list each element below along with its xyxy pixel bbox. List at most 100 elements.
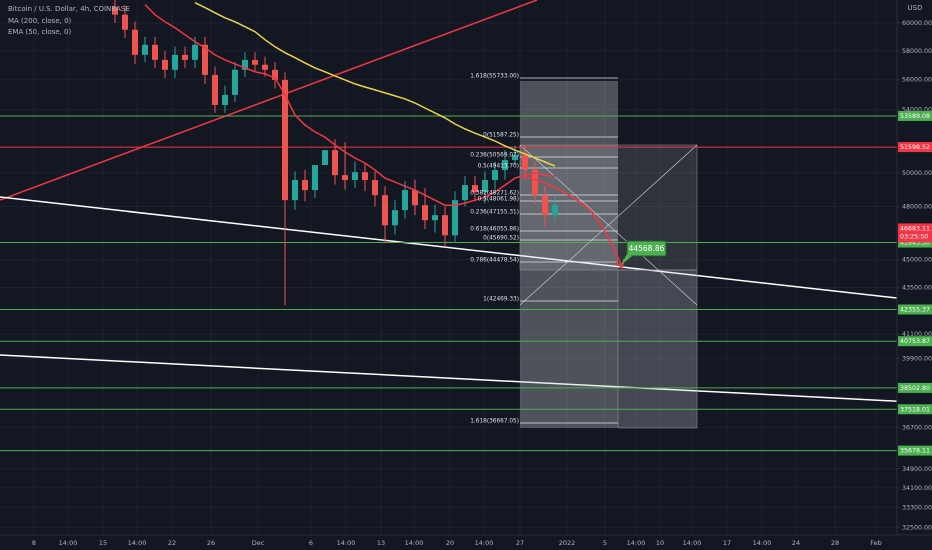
- candle-body: [482, 180, 488, 193]
- x-tick-label: 17: [723, 539, 731, 547]
- x-tick-label: Dec: [252, 539, 265, 547]
- candle-body: [332, 150, 338, 176]
- grid: [0, 0, 897, 535]
- x-tick-label: 15: [99, 539, 107, 547]
- candle-body: [382, 195, 388, 226]
- x-tick-label: 10: [656, 539, 664, 547]
- x-tick-label: 14:00: [128, 539, 147, 547]
- y-tick-label: 43500.00: [902, 285, 932, 292]
- candle-body: [422, 205, 428, 221]
- countdown-label: 03:25:50: [900, 233, 928, 240]
- candle-body: [302, 180, 308, 191]
- target-callout-pointer: [620, 254, 632, 266]
- fib-label: 0(45690.52): [483, 236, 519, 242]
- x-tick-label: 13: [377, 539, 385, 547]
- candle-body: [202, 44, 208, 75]
- level-tag: [898, 237, 932, 248]
- fib-label: 1.618(55733.00): [470, 74, 519, 80]
- target-callout: [626, 240, 667, 257]
- candle-body: [192, 44, 198, 60]
- trend-line: [0, 196, 897, 299]
- candle-body: [432, 215, 438, 221]
- last-price-label: 46683.11: [900, 225, 930, 232]
- projection-box: [617, 269, 698, 429]
- x-tick-label: 14:00: [683, 539, 702, 547]
- y-tick-label: 60000.00: [902, 20, 932, 27]
- forecast-arrow: [521, 175, 623, 269]
- candles: [112, 0, 558, 306]
- candle-body: [412, 190, 418, 206]
- fib-label: 0.236(47155.31): [470, 210, 519, 216]
- fib-label: 1.618(36667.05): [470, 419, 519, 425]
- level-label: 51598.52: [900, 144, 930, 151]
- candle-body: [212, 74, 218, 105]
- candle-body: [532, 170, 538, 196]
- chart-title: Bitcoin / U.S. Dollar, 4h, COINBASE: [8, 5, 130, 13]
- candle-body: [262, 64, 268, 70]
- fib-label: 0.382(48271.62): [470, 191, 519, 197]
- fib-label: 0.5(48061.98): [478, 197, 519, 203]
- y-tick-label: 56000.00: [902, 77, 932, 84]
- candle-body: [312, 165, 318, 191]
- level-tag: [898, 110, 932, 121]
- x-tick-label: 14:00: [405, 539, 424, 547]
- candle-body: [542, 195, 548, 216]
- candle-body: [442, 215, 448, 236]
- candle-body: [322, 150, 328, 166]
- y-unit: USD: [908, 4, 923, 12]
- candle-body: [552, 205, 558, 216]
- level-tag: [898, 304, 932, 315]
- candle-body: [142, 44, 148, 55]
- level-label: 53589.08: [900, 113, 930, 120]
- x-tick-label: 14:00: [627, 539, 646, 547]
- y-tick-label: 48000.00: [902, 204, 932, 211]
- y-tick-label: 45000.00: [902, 257, 932, 264]
- y-tick-label: 50000.00: [902, 170, 932, 177]
- candle-body: [282, 79, 288, 201]
- y-tick-label: 39900.00: [902, 356, 932, 363]
- candle-body: [172, 54, 178, 70]
- fib-label: 1(42469.33): [483, 297, 519, 303]
- candle-body: [472, 185, 478, 193]
- y-tick-label: 58000.00: [902, 48, 932, 55]
- candle-body: [132, 29, 138, 55]
- candle-body: [252, 59, 258, 65]
- y-tick-label: 34900.00: [902, 466, 932, 473]
- candle-body: [272, 69, 278, 80]
- y-tick-label: 36700.00: [902, 424, 932, 431]
- level-label: 37518.01: [900, 406, 930, 413]
- candle-body: [492, 170, 498, 181]
- last-price-tag: [898, 223, 932, 243]
- level-tag: [898, 382, 932, 393]
- level-label: 45945.50: [900, 240, 930, 247]
- level-label: 38502.80: [900, 385, 930, 392]
- y-tick-label: 34100.00: [902, 485, 932, 492]
- x-tick-label: 14:00: [475, 539, 494, 547]
- legend-entry: EMA (50, close, 0): [8, 28, 71, 36]
- trend-line: [0, 0, 538, 201]
- fib-label: 0.5(49413.70): [478, 164, 519, 170]
- x-tick-label: 14:00: [59, 539, 78, 547]
- x-tick-label: 22: [168, 539, 176, 547]
- trend-line: [0, 354, 897, 402]
- candle-body: [512, 155, 518, 161]
- y-tick-label: 32500.00: [902, 524, 932, 531]
- y-tick-label: 54000.00: [902, 107, 932, 114]
- candle-body: [122, 14, 128, 30]
- x-tick-label: 20: [446, 539, 454, 547]
- candle-body: [352, 172, 358, 181]
- ma-lines: [144, 2, 556, 206]
- candle-body: [222, 94, 228, 105]
- fib-label: 0.618(46055.86): [470, 227, 519, 233]
- target-label: 44568.86: [629, 244, 665, 253]
- candle-body: [232, 69, 238, 95]
- level-label: 35678.11: [900, 448, 930, 455]
- legend-entry: MA (200, close, 0): [8, 17, 72, 25]
- fib-label: 0.236(50569.07): [470, 153, 519, 159]
- x-tick-label: 8: [32, 539, 36, 547]
- level-label: 40753.87: [900, 338, 930, 345]
- fib-label: 0(51587.25): [483, 133, 519, 139]
- candle-body: [152, 44, 158, 60]
- candle-body: [292, 180, 298, 201]
